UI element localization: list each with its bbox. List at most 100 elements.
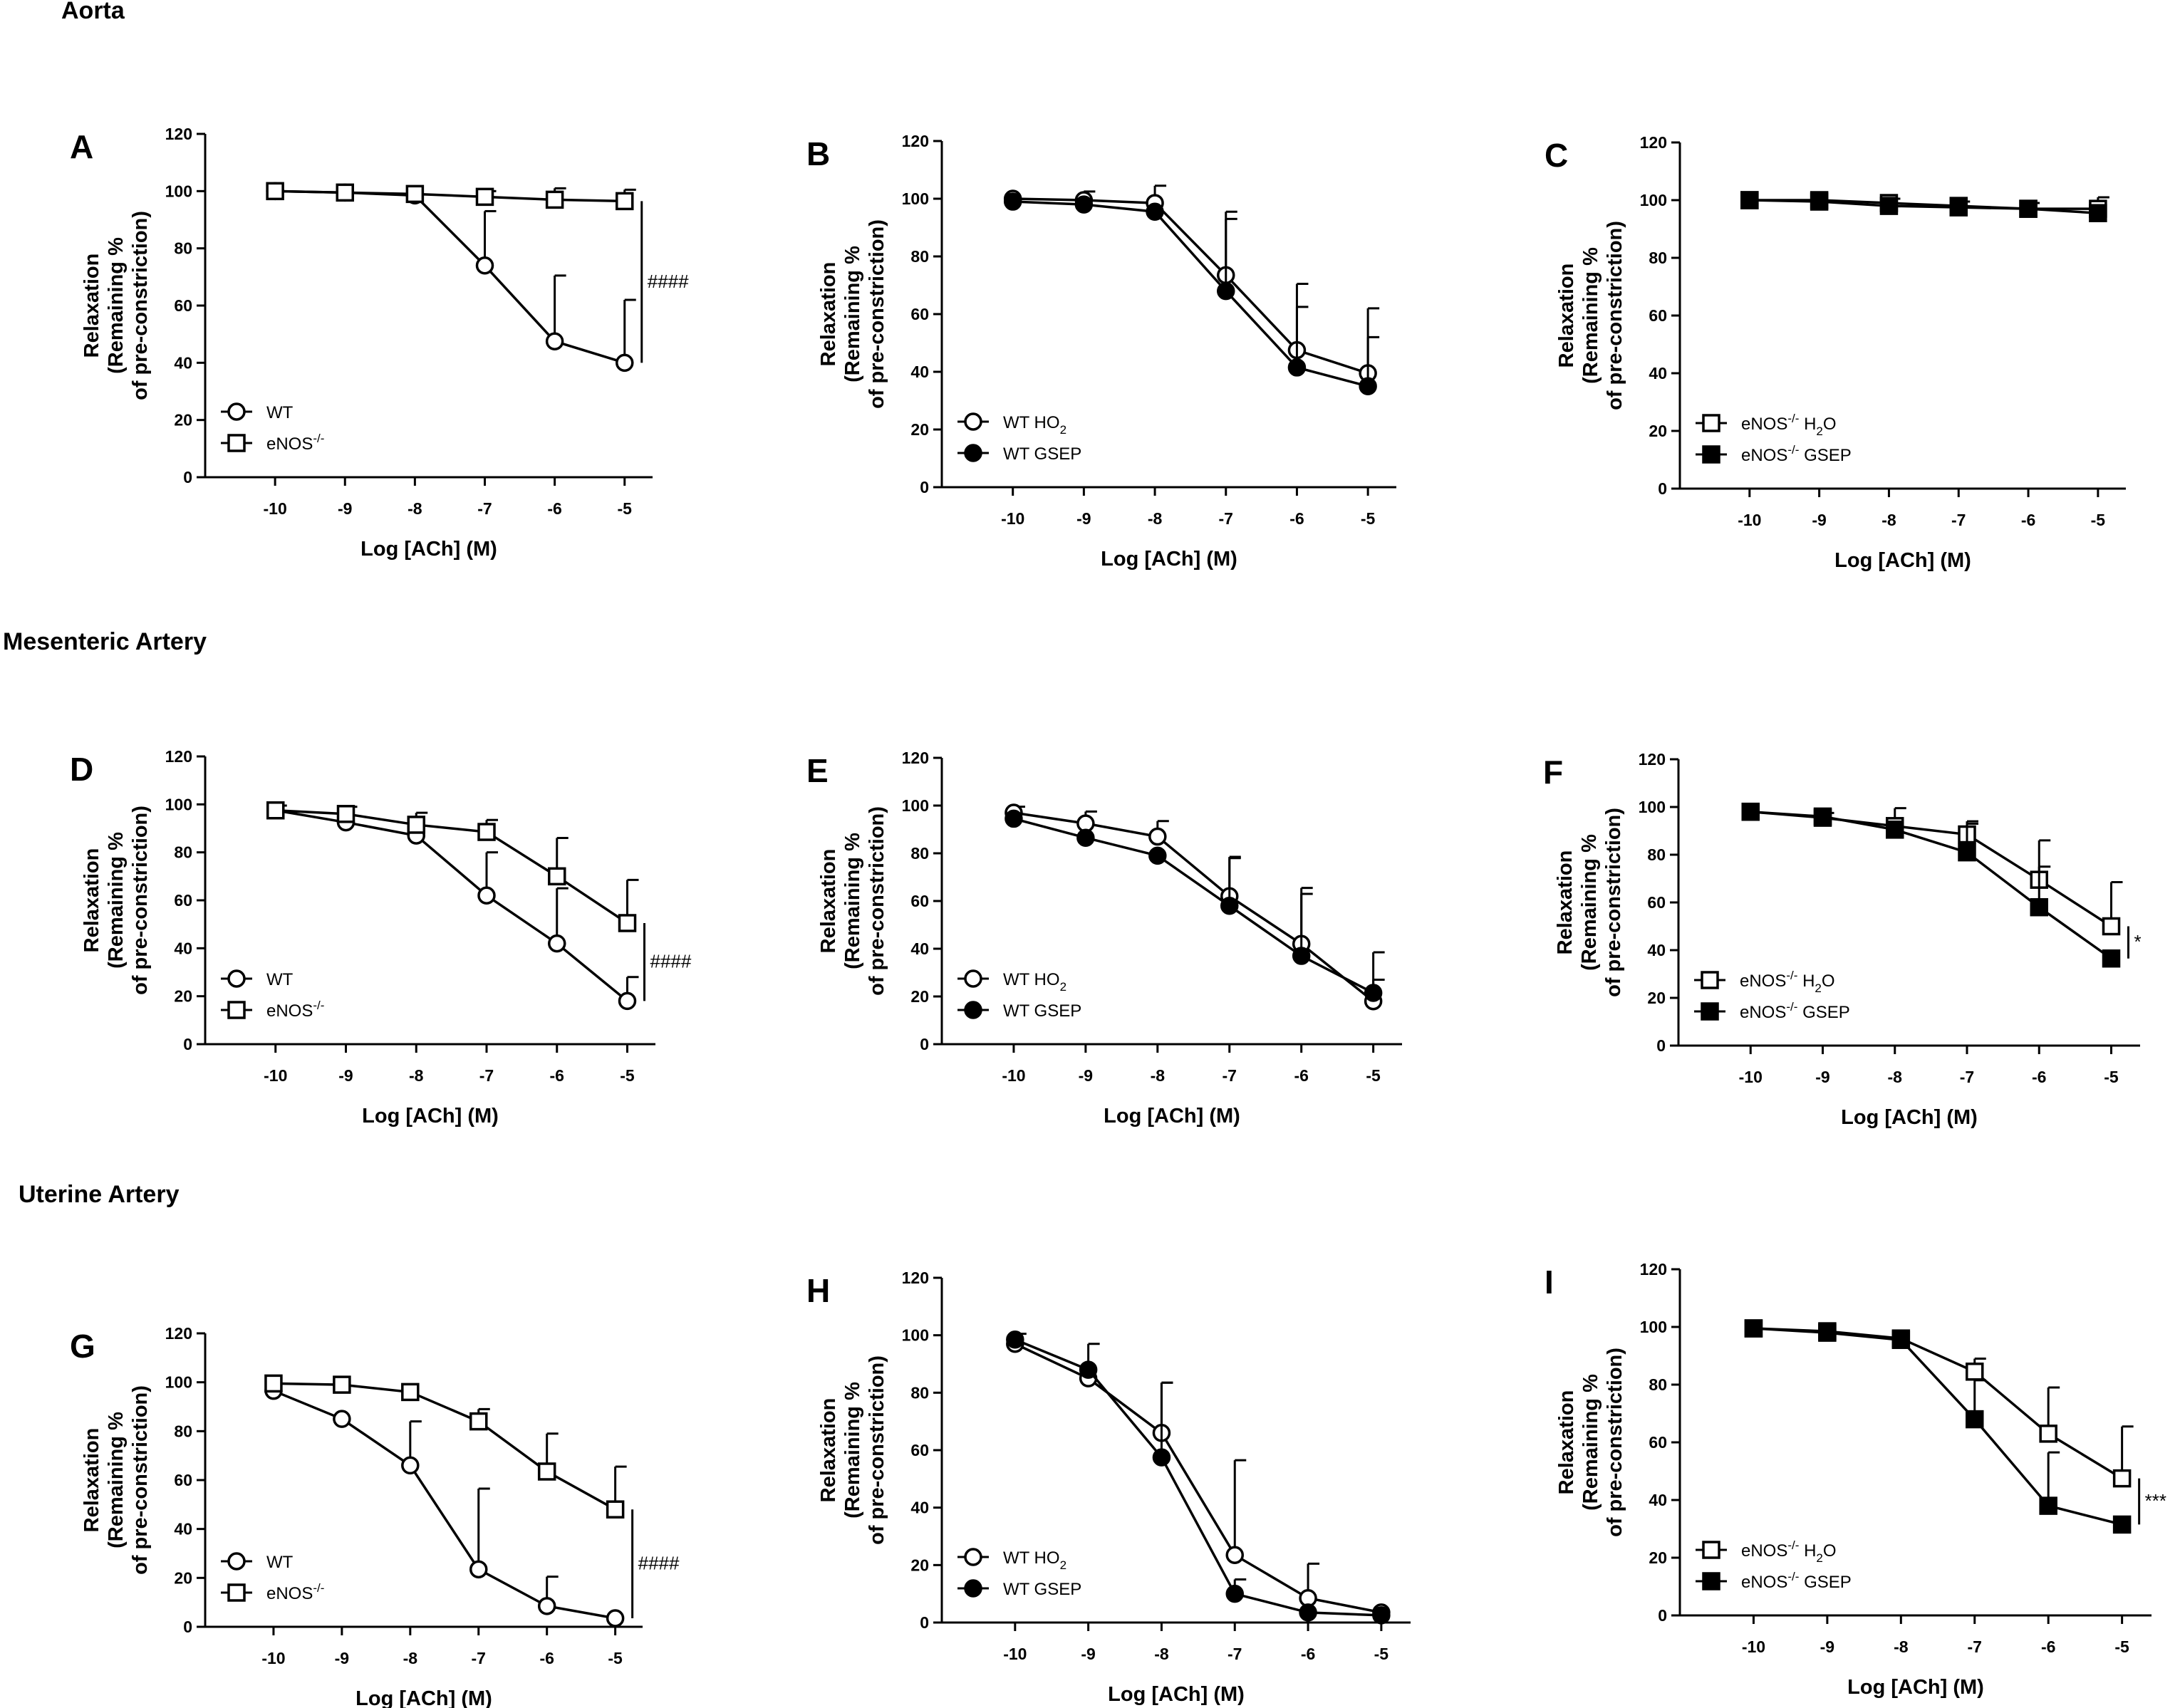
y-tick-label: 0 — [1658, 479, 1667, 498]
y-tick-label: 40 — [910, 939, 929, 958]
data-point — [1741, 802, 1760, 821]
panel-letter-i: I — [1545, 1264, 1554, 1301]
y-tick-label: 40 — [174, 939, 192, 957]
y-tick-label: 40 — [174, 353, 192, 372]
data-point — [1225, 1546, 1244, 1564]
legend-label: WT GSEP — [1003, 444, 1081, 464]
legend-label: WT — [266, 970, 294, 989]
y-axis-title-line: Relaxation — [81, 1428, 103, 1533]
x-tick-label: -10 — [264, 1066, 287, 1085]
legend-marker — [227, 1552, 246, 1571]
x-tick-label: -5 — [620, 1066, 635, 1085]
x-tick-label: -5 — [1361, 509, 1376, 528]
data-point — [333, 1410, 351, 1428]
y-tick-label: 100 — [902, 189, 929, 208]
data-point — [1148, 827, 1167, 846]
panel-a: A 0 20 40 60 80 100 120 -10 -9 -8 -7 -6 -5 Log [ACh] (… — [70, 125, 689, 561]
x-tick-label: -6 — [2021, 511, 2035, 529]
legend-marker — [1702, 1572, 1720, 1590]
panel-i: I 0 20 40 60 80 100 120 -10 -9 -8 -7 -6 -5 Log [ACh] (… — [1545, 1260, 2166, 1699]
data-point — [1292, 947, 1311, 965]
series-b-1 — [1003, 192, 1380, 395]
data-point — [1003, 192, 1022, 211]
legend-marker — [964, 412, 982, 431]
data-point — [537, 1462, 556, 1481]
panel-letter-h: H — [806, 1272, 830, 1309]
series-line — [273, 1382, 616, 1511]
y-tick-label: 80 — [1649, 1375, 1667, 1394]
data-point — [266, 801, 285, 820]
data-point — [606, 1609, 625, 1628]
x-axis-title: Log [ACh] (M) — [1841, 1106, 1978, 1129]
legend-label: eNOS-/- — [266, 1581, 324, 1603]
x-tick-label: -10 — [1003, 1645, 1027, 1663]
x-axis-title: Log [ACh] (M) — [1834, 549, 1971, 572]
y-axis-title-line: (Remaining % — [105, 832, 128, 969]
data-point — [2039, 1496, 2057, 1515]
series-line — [1749, 199, 2098, 214]
y-tick-label: 100 — [165, 182, 192, 200]
data-point — [2102, 917, 2121, 936]
y-tick-label: 100 — [1640, 191, 1667, 209]
series-line — [1750, 810, 2112, 960]
panel-letter-d: D — [70, 751, 93, 788]
data-point — [616, 192, 634, 211]
data-point — [606, 1500, 625, 1519]
y-tick-label: 0 — [183, 1618, 192, 1636]
x-tick-label: -9 — [335, 1649, 349, 1667]
x-tick-label: -6 — [2041, 1637, 2055, 1656]
y-tick-label: 100 — [1639, 798, 1666, 816]
y-axis-title-line: Relaxation — [81, 848, 103, 953]
legend-label: eNOS-/- H2O — [1741, 1538, 1837, 1565]
y-axis-title-line: (Remaining % — [841, 246, 864, 382]
x-axis-title: Log [ACh] (M) — [1101, 548, 1237, 571]
x-tick-label: -7 — [1968, 1637, 1982, 1656]
series-e-1 — [1005, 809, 1385, 1002]
series-b-0 — [1003, 184, 1380, 382]
x-axis-title: Log [ACh] (M) — [1108, 1683, 1245, 1706]
x-tick-label: -8 — [1148, 509, 1163, 528]
legend-marker — [964, 1548, 982, 1566]
data-point — [1966, 1363, 1984, 1381]
data-point — [1148, 846, 1167, 865]
y-axis-title-line: of pre-constriction) — [129, 806, 152, 995]
y-tick-label: 0 — [1656, 1036, 1666, 1055]
y-tick-label: 80 — [174, 239, 192, 258]
legend-label: WT HO2 — [1003, 1548, 1066, 1572]
x-tick-label: -7 — [479, 1066, 494, 1085]
x-tick-label: -10 — [1738, 511, 1761, 529]
legend-label: WT GSEP — [1003, 1001, 1081, 1021]
data-point — [1813, 807, 1832, 826]
legend-label: eNOS-/- GSEP — [1740, 1000, 1850, 1022]
x-tick-label: -7 — [1227, 1645, 1242, 1663]
legend-label: eNOS-/- GSEP — [1741, 443, 1852, 465]
legend-marker — [1702, 1541, 1720, 1559]
series-f-1 — [1741, 802, 2121, 968]
significance-label: #### — [650, 951, 692, 972]
data-point — [477, 823, 496, 841]
y-tick-label: 120 — [165, 125, 192, 143]
x-tick-label: -5 — [2104, 1068, 2119, 1086]
x-tick-label: -9 — [1076, 509, 1091, 528]
x-tick-label: -7 — [1219, 509, 1233, 528]
x-tick-label: -6 — [539, 1649, 554, 1667]
x-tick-label: -9 — [1079, 1066, 1093, 1085]
data-point — [266, 182, 284, 201]
legend-label: WT HO2 — [1003, 413, 1066, 437]
x-tick-label: -10 — [1002, 1066, 1025, 1085]
series-line — [1753, 1327, 2123, 1480]
y-tick-label: 0 — [920, 1613, 929, 1632]
x-tick-label: -8 — [1894, 1637, 1909, 1656]
series-line — [275, 809, 628, 925]
legend-label: WT HO2 — [1003, 970, 1066, 994]
y-tick-label: 20 — [174, 1568, 192, 1587]
data-point — [2089, 204, 2107, 222]
x-tick-label: -6 — [547, 499, 561, 518]
data-point — [1966, 1410, 1984, 1429]
y-axis-title-line: Relaxation — [1555, 264, 1578, 368]
data-point — [1079, 1360, 1098, 1379]
x-tick-label: -8 — [1154, 1645, 1169, 1663]
series-line — [1753, 1327, 2123, 1526]
x-tick-label: -6 — [1294, 1066, 1308, 1085]
data-point — [1372, 1606, 1391, 1625]
